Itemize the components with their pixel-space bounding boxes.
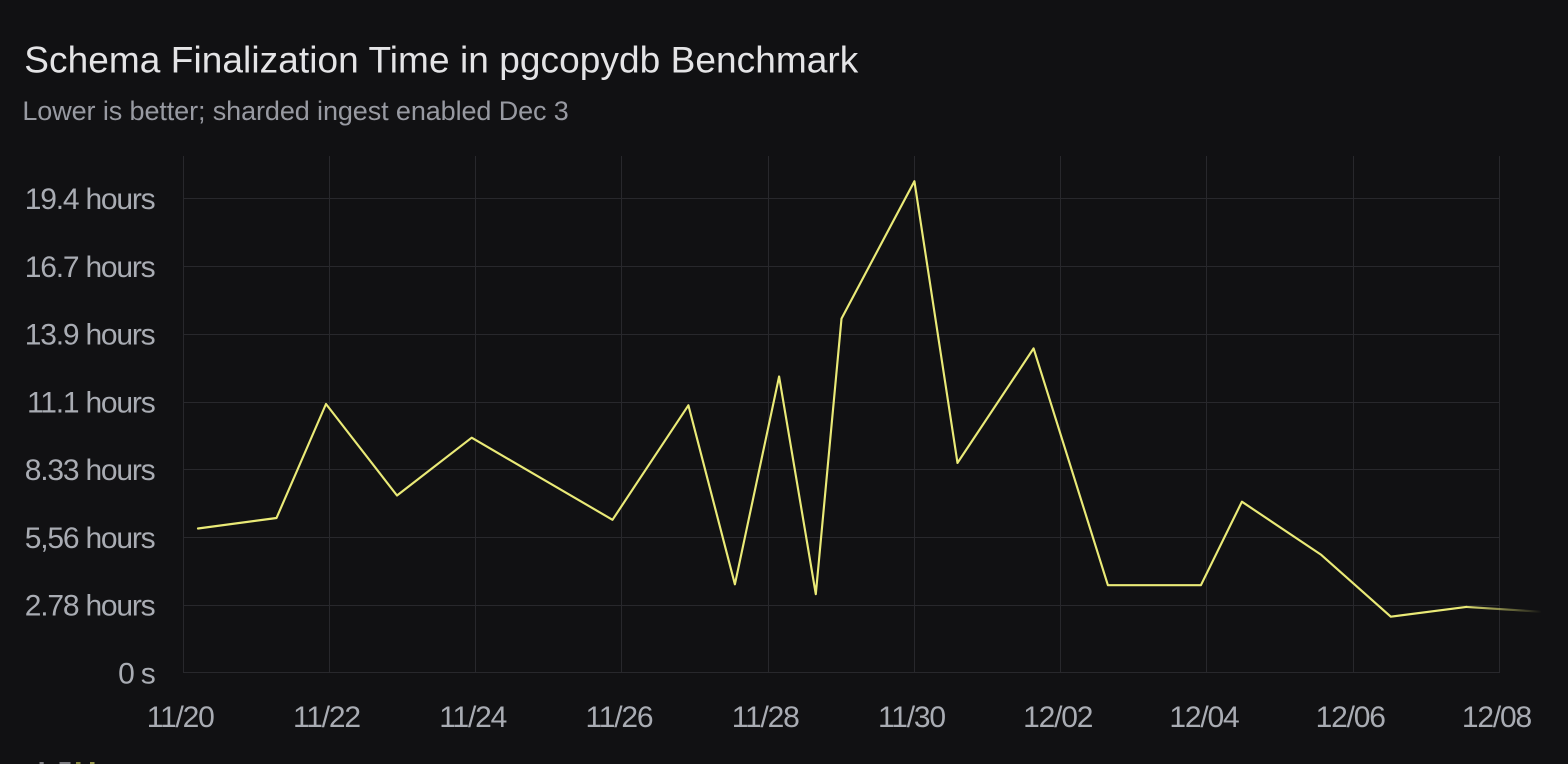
svg-text:0 s: 0 s [118, 657, 155, 690]
svg-text:16.7 hours: 16.7 hours [25, 251, 155, 284]
svg-text:12/08: 12/08 [1462, 701, 1532, 734]
svg-text:11/20: 11/20 [147, 701, 214, 734]
svg-text:11/26: 11/26 [585, 701, 652, 734]
svg-text:2.78 hours: 2.78 hours [25, 590, 155, 623]
svg-text:Schema Finalization Time in pg: Schema Finalization Time in pgcopydb Ben… [24, 40, 859, 81]
svg-text:Lower is better; sharded inges: Lower is better; sharded ingest enabled … [22, 96, 568, 126]
svg-text:19.4 hours: 19.4 hours [25, 183, 155, 216]
svg-text:13.9 hours: 13.9 hours [25, 319, 155, 352]
svg-text:11/30: 11/30 [878, 701, 945, 734]
svg-text:11/22: 11/22 [293, 701, 360, 734]
svg-text:11/24: 11/24 [439, 701, 506, 734]
svg-text:5,56 hours: 5,56 hours [25, 522, 155, 555]
svg-text:8.33 hours: 8.33 hours [25, 454, 155, 487]
svg-text:12/02: 12/02 [1023, 701, 1093, 734]
svg-text:11/28: 11/28 [732, 701, 799, 734]
svg-text:12/04: 12/04 [1169, 701, 1239, 734]
svg-text:11.1 hours: 11.1 hours [27, 386, 155, 419]
svg-text:12/06: 12/06 [1316, 701, 1386, 734]
